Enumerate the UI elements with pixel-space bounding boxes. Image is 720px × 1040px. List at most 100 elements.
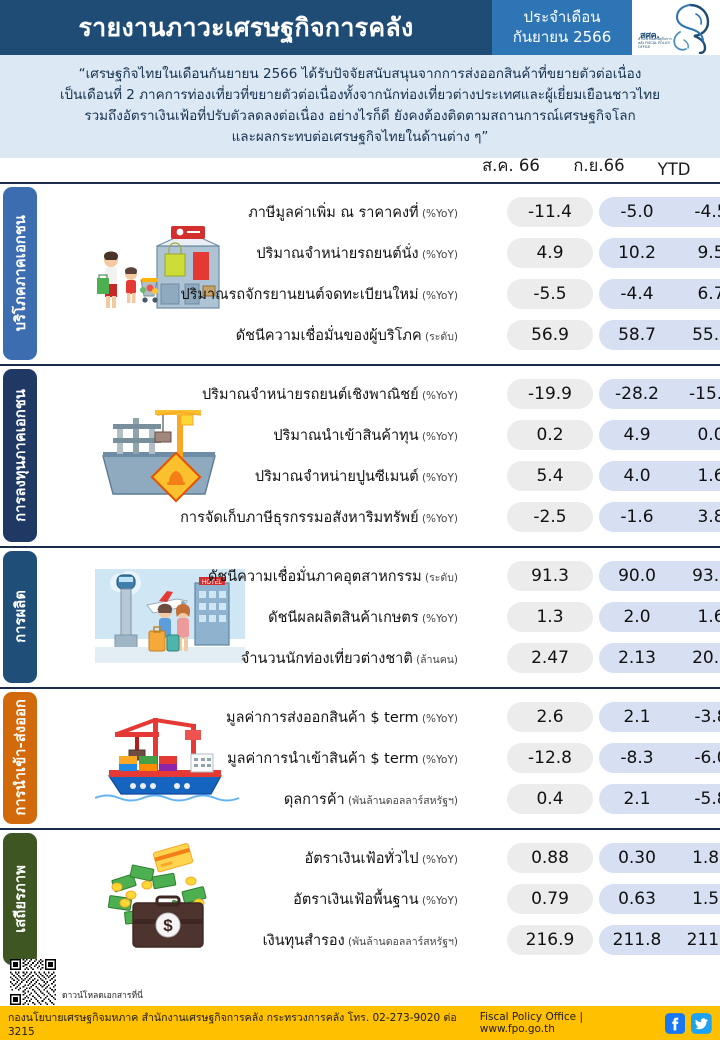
indicator-label: ปริมาณนำเข้าสินค้าทุน (%YoY) [273,424,458,447]
section-tab-label: การลงทุนภาคเอกชน [12,388,29,522]
value-cell-aug: 0.79 [507,884,593,915]
indicator-unit: (%YoY) [418,612,458,625]
indicator-unit: (%YoY) [418,853,458,866]
indicator-label: การจัดเก็บภาษีธุรกรรมอสังหาริมทรัพย์ (%Y… [180,506,458,529]
value-cell-aug: 56.9 [507,320,593,351]
indicator-unit: (%YoY) [418,753,458,766]
indicator-unit: (ระดับ) [421,571,458,584]
section-body: มูลค่าการส่งออกสินค้า $ term (%YoY) 2.6 2.… [37,689,720,828]
column-header-ytd: YTD [657,159,691,179]
indicator-name: อัตราเงินเฟ้อทั่วไป [304,850,419,867]
indicator-name: จำนวนนักท่องเที่ยวต่างชาติ [240,650,413,667]
indicator-unit: (%YoY) [418,712,458,725]
indicator-unit: (พันล้านดอลลาร์สหรัฐฯ) [344,935,458,948]
indicator-unit: (%YoY) [418,289,458,302]
indicator-label: อัตราเงินเฟ้อพื้นฐาน (%YoY) [293,888,458,911]
value-cell-group: 2.0 1.6 [599,602,720,633]
value-cell-aug: 0.88 [507,843,593,874]
indicator-label: ดัชนีผลผลิตสินค้าเกษตร (%YoY) [268,606,458,629]
value-cell-ytd: 93.7 [692,566,720,587]
qr-code-icon[interactable] [10,959,56,1005]
indicator-name: ปริมาณจำหน่ายปูนซีเมนต์ [254,468,419,485]
value-cell-aug: 1.3 [507,602,593,633]
value-cell-group: -4.4 6.7 [599,279,720,310]
indicator-unit: (%YoY) [418,894,458,907]
value-cell-aug: 0.4 [507,784,593,815]
value-cell-ytd: -4.5 [694,202,720,223]
indicator-name: ดัชนีผลผลิตสินค้าเกษตร [268,609,419,626]
shopping-family-illustration [95,216,245,332]
logo-abbrev: สศค. [640,30,660,41]
footer-org-line: กองนโยบายเศรษฐกิจมหภาค สำนักงานเศรษฐกิจก… [8,1011,457,1038]
indicator-unit: (พันล้านดอลลาร์สหรัฐฯ) [344,794,458,807]
indicator-label: ปริมาณจำหน่ายรถยนต์นั่ง (%YoY) [256,242,458,265]
fpo-logo: สศค. สำนักงานเศรษฐกิจการคลัง FISCAL POLI… [632,0,720,55]
table-row: มูลค่าการส่งออกสินค้า $ term (%YoY) 2.6 2.… [37,697,720,738]
value-cell-ytd: 20.0 [692,648,720,669]
table-column-headers: ส.ค. 66 ก.ย.66 YTD [0,156,720,184]
section-tab-4: เสถียรภาพ [3,832,37,965]
table-row: อัตราเงินเฟ้อพื้นฐาน (%YoY) 0.79 0.63 1.50 [37,879,720,920]
value-cell-sep: -8.3 [620,748,654,769]
table-row: ปริมาณจำหน่ายปูนซีเมนต์ (%YoY) 5.4 4.0 1.6 [37,456,720,497]
qr-caption: ดาวน์โหลดเอกสารที่นี่ [62,991,143,1001]
section-tab-label: เสถียรภาพ [12,864,29,933]
value-cell-aug: 91.3 [507,561,593,592]
value-cell-aug: 2.47 [507,643,593,674]
table-row: อัตราเงินเฟ้อทั่วไป (%YoY) 0.88 0.30 1.82 [37,838,720,879]
value-cell-sep: 2.13 [618,648,656,669]
table-row: การจัดเก็บภาษีธุรกรรมอสังหาริมทรัพย์ (%Y… [37,497,720,538]
quote-line-4: และผลกระทบต่อเศรษฐกิจไทยในด้านต่าง ๆ” [231,128,489,145]
value-cell-ytd: 211.8 [686,930,720,951]
section-body: ปริมาณจำหน่ายรถยนต์เชิงพาณิชย์ (%YoY) -19… [37,366,720,546]
section-tab-label: การผลิต [12,590,29,644]
indicator-section: บริโภคภาคเอกชน [0,184,720,366]
value-cell-sep: 90.0 [618,566,656,587]
indicator-unit: (%YoY) [418,389,458,402]
section-body: $ อัตราเงินเฟ้อทั่วไป (%YoY) 0.88 0.30 1.82… [37,830,720,969]
indicator-name: ปริมาณนำเข้าสินค้าทุน [273,427,419,444]
value-cell-sep: 4.9 [623,425,651,446]
indicator-name: ภาษีมูลค่าเพิ่ม ณ ราคาคงที่ [248,204,419,221]
indicator-unit: (ล้านคน) [412,653,458,666]
value-cell-sep: 2.0 [623,607,651,628]
indicator-label: ปริมาณรถจักรยานยนต์จดทะเบียนใหม่ (%YoY) [180,283,458,306]
twitter-icon[interactable] [691,1012,712,1034]
table-row: ดุลการค้า (พันล้านดอลลาร์สหรัฐฯ) 0.4 2.1 -5… [37,779,720,820]
logo-subtitle: สำนักงานเศรษฐกิจการคลัง FISCAL POLICY OF… [638,36,672,50]
value-cell-ytd: -6.0 [694,748,720,769]
value-cell-ytd: 1.82 [692,848,720,869]
value-cell-group: 90.0 93.7 [599,561,720,592]
value-cell-ytd: 9.5 [697,243,720,264]
indicator-unit: (%YoY) [418,471,458,484]
indicator-label: เงินทุนสำรอง (พันล้านดอลลาร์สหรัฐฯ) [263,929,458,952]
value-cell-sep: 10.2 [618,243,656,264]
indicator-name: ปริมาณจำหน่ายรถยนต์เชิงพาณิชย์ [201,386,419,403]
airport-tourism-illustration: HOTEL [95,559,245,675]
period-value: กันยายน 2566 [512,27,612,46]
construction-crane-illustration [95,398,245,514]
value-cell-group: 2.1 -3.8 [599,702,720,733]
indicator-unit: (ระดับ) [421,330,458,343]
value-cell-group: -28.2 -15.2 [599,379,720,410]
money-briefcase-illustration: $ [95,841,245,957]
table-row: ปริมาณจำหน่ายรถยนต์นั่ง (%YoY) 4.9 10.2 9.5 [37,233,720,274]
value-cell-aug: -19.9 [507,379,593,410]
indicator-unit: (%YoY) [418,248,458,261]
facebook-icon[interactable] [664,1012,686,1034]
indicator-label: อัตราเงินเฟ้อทั่วไป (%YoY) [304,847,458,870]
indicator-label: ดัชนีความเชื่อมั่นของผู้บริโภค (ระดับ) [236,324,458,347]
value-cell-group: 0.63 1.50 [599,884,720,915]
column-header-aug: ส.ค. 66 [482,155,540,175]
value-cell-sep: 0.63 [618,889,656,910]
indicator-rows: ภาษีมูลค่าเพิ่ม ณ ราคาคงที่ (%YoY) -11.4-… [37,184,720,356]
indicator-section: การผลิต HOTEL [0,548,720,689]
indicator-name: ปริมาณรถจักรยานยนต์จดทะเบียนใหม่ [180,286,419,303]
header-period-block: ประจำเดือน กันยายน 2566 [492,0,632,55]
column-header-sep: ก.ย.66 [573,155,625,175]
section-tab-label: การนำเข้า-ส่งออก [12,699,29,816]
airport-tourism-illustration: HOTEL [95,569,245,664]
value-cell-group: 2.1 -5.8 [599,784,720,815]
value-cell-group: 2.13 20.0 [599,643,720,674]
value-cell-ytd: 1.6 [697,607,720,628]
